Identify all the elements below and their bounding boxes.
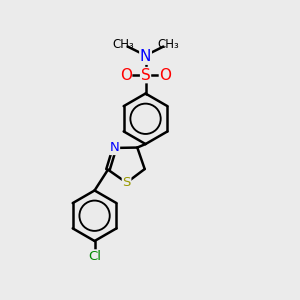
Text: O: O	[120, 68, 132, 82]
Text: CH₃: CH₃	[112, 38, 134, 51]
Text: N: N	[140, 49, 151, 64]
Text: Cl: Cl	[88, 250, 101, 263]
Text: S: S	[122, 176, 131, 189]
Text: O: O	[160, 68, 172, 82]
Text: N: N	[110, 141, 119, 154]
Text: S: S	[141, 68, 150, 82]
Text: CH₃: CH₃	[157, 38, 179, 51]
